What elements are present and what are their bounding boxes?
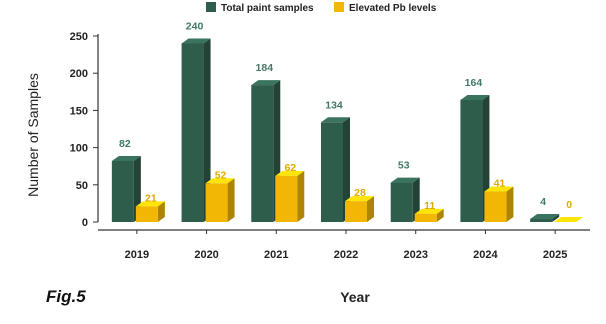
- legend-item-total: Total paint samples: [206, 2, 314, 14]
- y-tick-label: 150: [70, 105, 88, 117]
- y-tick-label: 50: [76, 180, 88, 192]
- bar-front: [275, 175, 298, 222]
- bar-elevated-2021: [275, 170, 305, 222]
- bar-front: [414, 213, 437, 222]
- bar-elevated-2020: [205, 178, 235, 222]
- bars-group: [111, 38, 584, 222]
- bar-elevated-2022: [345, 196, 374, 222]
- bar-top: [390, 177, 420, 183]
- bar-side: [227, 178, 235, 222]
- bar-front: [251, 85, 274, 222]
- x-axis-label: Year: [340, 289, 370, 305]
- value-label: 52: [215, 169, 227, 181]
- bar-front: [181, 43, 204, 222]
- value-label: 164: [465, 77, 483, 89]
- bar-top: [321, 117, 350, 123]
- value-label: 62: [284, 162, 296, 174]
- bar-side: [506, 186, 514, 222]
- bar-side: [552, 214, 560, 222]
- value-label: 184: [256, 62, 274, 74]
- value-label: 82: [119, 138, 131, 150]
- bar-front: [390, 182, 413, 222]
- bar-elevated-2024: [484, 186, 514, 222]
- bar-elevated-2019: [135, 201, 165, 222]
- bar-side: [203, 38, 211, 222]
- legend: Total paint samples Elevated Pb levels: [206, 2, 437, 14]
- bar-total-2022: [321, 117, 350, 222]
- legend-label: Elevated Pb levels: [349, 3, 437, 14]
- bar-front: [345, 201, 367, 222]
- bar-front: [205, 183, 228, 222]
- value-label: 4: [540, 196, 546, 208]
- x-axis: 2019 2020 2021 2022 2023 2024 2025: [98, 229, 590, 261]
- bar-top: [135, 201, 165, 207]
- legend-label: Total paint samples: [221, 3, 314, 14]
- value-label: 134: [325, 99, 343, 111]
- y-tick-label: 0: [82, 217, 88, 229]
- bar-top: [181, 38, 211, 44]
- bar-elevated-2025: [554, 217, 584, 222]
- bar-side: [157, 201, 165, 222]
- bar-front: [135, 206, 158, 222]
- bar-top: [111, 155, 141, 161]
- value-label: 11: [424, 200, 435, 212]
- x-tick-label: 2021: [264, 249, 288, 261]
- legend-item-elevated: Elevated Pb levels: [334, 2, 437, 14]
- x-tick-label: 2025: [543, 249, 567, 261]
- value-label: 240: [186, 20, 204, 32]
- x-tick-label: 2019: [125, 249, 149, 261]
- x-tick-label: 2024: [473, 249, 498, 261]
- value-label: 41: [494, 177, 506, 189]
- bar-front: [460, 99, 483, 222]
- y-tick-label: 200: [70, 68, 88, 80]
- bar-top: [414, 208, 444, 214]
- value-label: 0: [566, 199, 572, 211]
- bar-total-2025: [530, 214, 560, 222]
- bar-side: [343, 117, 350, 222]
- figure-label: Fig.5: [46, 287, 86, 306]
- bar-elevated-2023: [414, 208, 444, 222]
- bar-total-2020: [181, 38, 211, 222]
- value-labels-group: 82 21 240 52 184 62 134 28 53 11 164 41 4 0: [119, 20, 572, 211]
- bar-side: [297, 170, 305, 222]
- bar-front: [530, 219, 553, 222]
- legend-swatch: [206, 2, 216, 12]
- legend-swatch: [334, 2, 344, 12]
- bar-top: [484, 186, 514, 192]
- bar-top: [345, 196, 374, 202]
- value-label: 28: [354, 187, 366, 199]
- bar-top: [251, 80, 281, 86]
- bar-top: [275, 170, 305, 176]
- value-label: 53: [398, 160, 410, 172]
- bar-side: [436, 208, 444, 222]
- bar-total-2023: [390, 177, 420, 222]
- bar-top: [554, 217, 584, 222]
- bar-top: [205, 178, 235, 184]
- bar-top: [460, 94, 490, 100]
- bar-front: [484, 191, 507, 222]
- value-label: 21: [145, 192, 157, 204]
- y-axis: 0 50 100 150 200 250: [70, 31, 99, 229]
- bar-top: [530, 214, 560, 220]
- x-tick-label: 2022: [334, 249, 358, 261]
- y-tick-label: 250: [70, 31, 88, 43]
- x-tick-label: 2020: [194, 249, 218, 261]
- y-axis-label: Number of Samples: [25, 73, 41, 197]
- x-tick-label: 2023: [403, 249, 427, 261]
- bar-side: [412, 177, 420, 222]
- y-tick-label: 100: [70, 143, 88, 155]
- bar-side: [367, 196, 374, 222]
- bar-front: [111, 160, 134, 222]
- bar-front: [321, 122, 343, 222]
